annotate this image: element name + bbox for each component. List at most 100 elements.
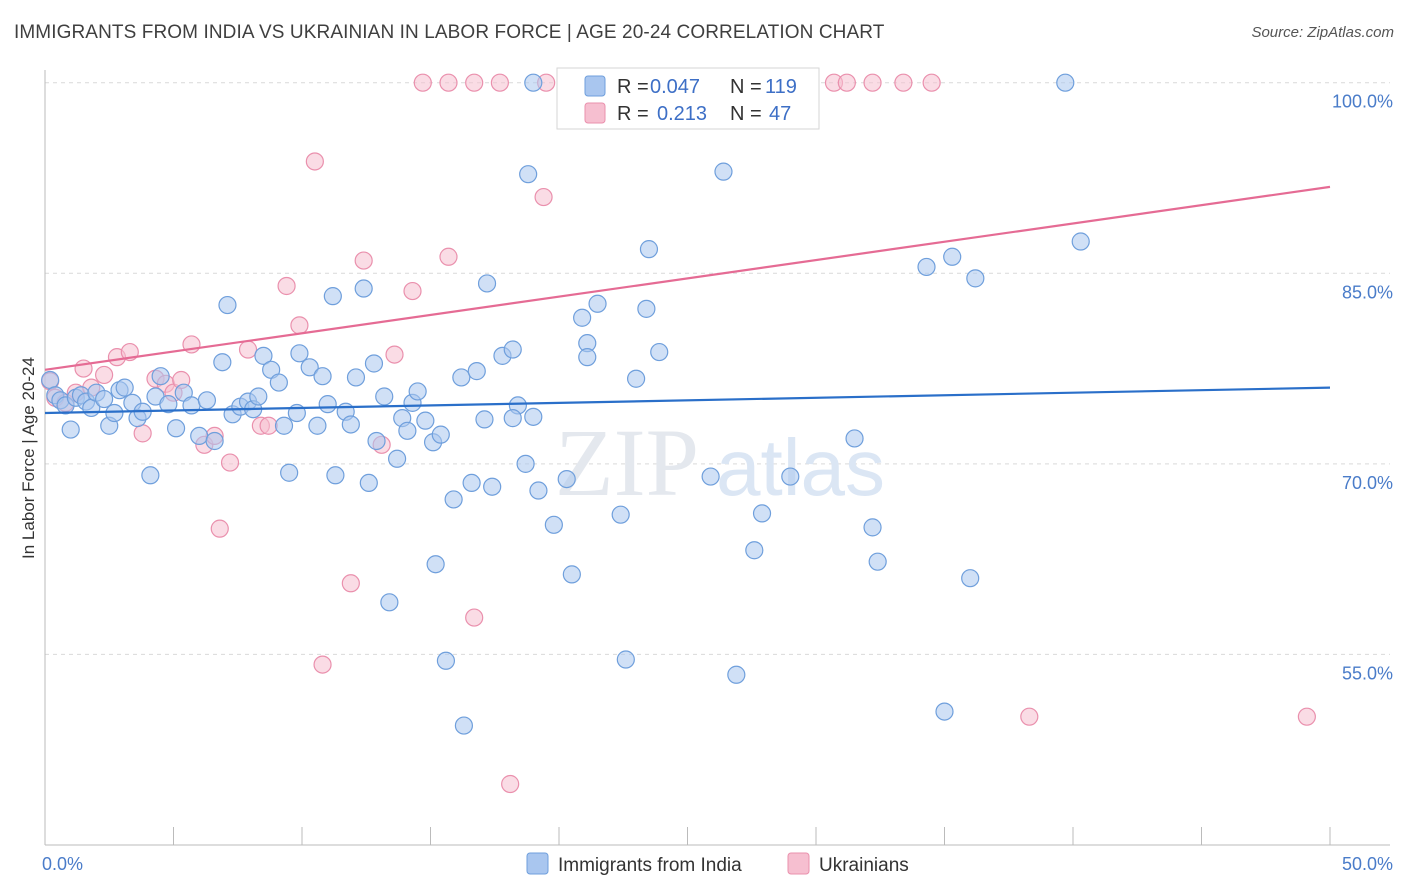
- chart-source: Source: ZipAtlas.com: [1251, 24, 1394, 41]
- ukr-point-45: [922, 73, 941, 92]
- x-tick-label-50: 50.0%: [1342, 854, 1393, 874]
- india-point-20: [151, 367, 170, 386]
- india-point-62: [416, 411, 435, 430]
- ukr-point-17: [210, 519, 229, 538]
- ukr-point-39: [534, 187, 553, 207]
- india-point-51: [354, 279, 373, 298]
- india-point-57: [387, 449, 407, 468]
- india-point-52: [359, 473, 378, 493]
- x-tick-label-0: 0.0%: [42, 854, 83, 874]
- india-point-38: [274, 416, 294, 435]
- india-point-37: [269, 373, 288, 392]
- y-tick-label-85: 85.0%: [1342, 282, 1393, 302]
- legend-india-r-value: 0.047: [650, 76, 700, 98]
- india-point-29: [218, 295, 237, 315]
- india-point-91: [611, 505, 630, 524]
- ukr-point-24: [305, 152, 324, 171]
- india-point-107: [868, 552, 887, 571]
- india-point-41: [290, 344, 309, 363]
- india-point-4: [61, 420, 80, 439]
- y-tick-label-70: 70.0%: [1342, 473, 1393, 493]
- legend-india-r-label: R =: [617, 76, 649, 98]
- india-point-14: [115, 378, 134, 397]
- india-point-76: [503, 340, 522, 359]
- india-point-110: [935, 702, 954, 721]
- india-point-108: [917, 257, 936, 277]
- india-point-105: [845, 429, 864, 448]
- india-point-83: [519, 165, 538, 184]
- india-point-95: [639, 240, 659, 259]
- india-point-99: [714, 162, 733, 181]
- india-point-109: [943, 247, 962, 266]
- axes: [44, 70, 1390, 846]
- india-point-71: [467, 362, 486, 381]
- india-point-53: [364, 354, 384, 373]
- india-point-55: [375, 387, 394, 406]
- india-point-112: [966, 269, 985, 288]
- india-point-84: [544, 515, 563, 534]
- india-point-66: [436, 651, 456, 670]
- india-point-18: [141, 466, 160, 485]
- ukr-point-6: [95, 365, 114, 385]
- india-point-34: [249, 387, 268, 406]
- watermark: ZIP atlas: [555, 409, 885, 516]
- bottom-legend-ukr: Ukrainians: [819, 855, 909, 876]
- ukr-point-9: [133, 424, 152, 443]
- bottom-legend-swatch-ukr: [787, 852, 810, 875]
- india-point-101: [745, 541, 764, 560]
- india-point-61: [408, 382, 427, 401]
- legend-india-n-label: N =: [730, 76, 762, 98]
- india-point-73: [477, 274, 497, 293]
- india-point-87: [573, 308, 592, 327]
- ukr-point-43: [863, 73, 882, 92]
- ukr-point-33: [439, 73, 458, 92]
- india-point-56: [380, 593, 399, 612]
- india-point-70: [462, 473, 481, 493]
- india-point-49: [341, 415, 360, 434]
- series-legend: Immigrants from India Ukrainians: [526, 852, 909, 876]
- india-point-85: [557, 469, 576, 489]
- india-point-111: [961, 569, 980, 588]
- legend-ukr-n-value: 47: [769, 103, 791, 125]
- india-point-74: [483, 477, 502, 496]
- ukr-point-22: [277, 276, 296, 296]
- india-point-50: [346, 368, 366, 387]
- ukr-point-35: [465, 73, 484, 92]
- india-point-25: [190, 426, 209, 446]
- india-point-59: [398, 421, 417, 440]
- india-point-90: [588, 294, 607, 313]
- ukr-point-27: [354, 251, 373, 270]
- india-point-27: [205, 431, 224, 451]
- chart-title: IMMIGRANTS FROM INDIA VS UKRAINIAN IN LA…: [14, 22, 885, 43]
- india-point-42: [300, 358, 319, 377]
- india-point-0: [41, 370, 60, 390]
- ukr-point-34: [465, 608, 484, 627]
- india-point-72: [475, 410, 494, 429]
- ukr-point-42: [837, 73, 856, 92]
- legend-swatch-india: [584, 75, 606, 97]
- india-point-10: [95, 389, 114, 409]
- india-point-94: [637, 299, 656, 318]
- india-point-81: [524, 73, 543, 92]
- india-point-47: [326, 466, 345, 485]
- legend-ukr-r-label: R =: [617, 103, 649, 125]
- ukr-point-46: [1020, 707, 1039, 726]
- india-point-21: [159, 395, 178, 414]
- ukr-point-21: [259, 416, 278, 435]
- ukr-point-36: [490, 73, 509, 92]
- y-tick-label-100: 100.0%: [1332, 92, 1393, 112]
- ukr-point-23: [290, 316, 309, 335]
- india-point-45: [318, 395, 337, 414]
- india-point-24: [182, 396, 201, 415]
- ukr-point-26: [341, 574, 360, 593]
- india-point-93: [626, 369, 646, 388]
- india-point-54: [367, 431, 386, 451]
- india-point-39: [280, 463, 299, 482]
- ukr-trend-line: [44, 185, 1331, 371]
- india-point-96: [650, 342, 669, 362]
- y-tick-label-55: 55.0%: [1342, 663, 1393, 683]
- legend-ukr-r-value: 0.213: [657, 103, 707, 125]
- ukr-point-44: [894, 73, 913, 92]
- bottom-legend-swatch-india: [526, 852, 549, 875]
